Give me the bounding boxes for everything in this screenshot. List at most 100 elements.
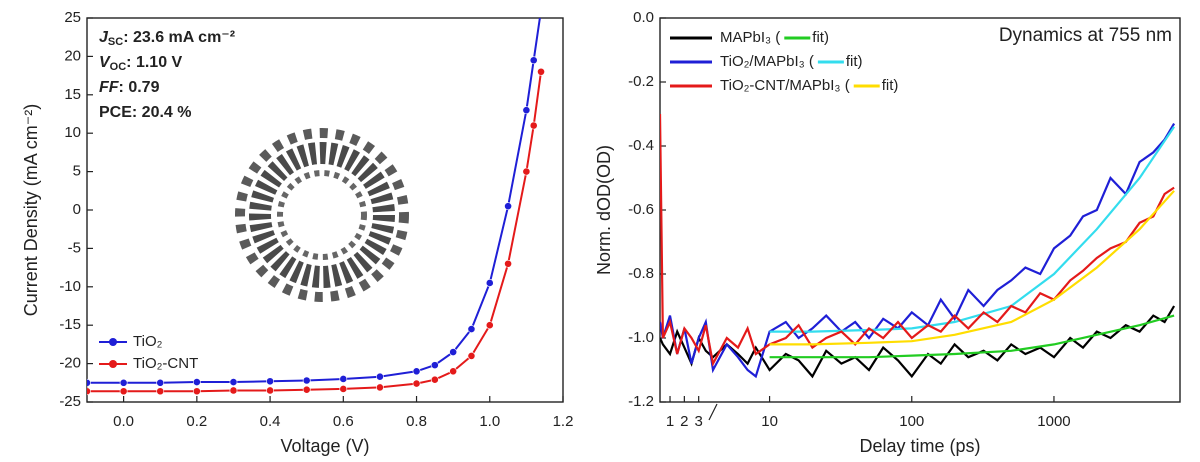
data-point [376, 383, 384, 392]
data-point [430, 375, 439, 384]
data-point [229, 386, 238, 395]
data-point [156, 378, 165, 387]
x-tick-label: 1 [666, 413, 674, 430]
chart-title: Dynamics at 755 nm [999, 25, 1172, 46]
y-tick-label: 10 [64, 124, 81, 141]
x-tick-label: 1.2 [553, 413, 574, 430]
series-line [87, 71, 542, 393]
legend-marker [109, 338, 117, 346]
y-tick-label: -0.8 [628, 265, 654, 282]
data-point [376, 372, 384, 381]
x-tick-label: 3 [695, 413, 703, 430]
data-point [339, 385, 348, 393]
legend-label: fit) [882, 77, 899, 94]
y-axis-label: Current Density (mA cm⁻²) [21, 104, 41, 317]
x-tick-label: 0.6 [333, 413, 354, 430]
x-tick-label: 0.4 [260, 413, 281, 430]
data-point [485, 279, 494, 287]
data-point [467, 352, 476, 360]
legend-label: TiO₂-CNT/MAPbI₃ ( [720, 77, 850, 94]
data-point [529, 121, 538, 130]
x-axis-label: Voltage (V) [280, 436, 369, 456]
annotation-text: : 1.10 V [126, 54, 182, 71]
data-point [302, 385, 311, 394]
plot-frame [86, 17, 564, 403]
annotation-text: : 0.79 [119, 79, 160, 96]
data-point [119, 387, 128, 396]
y-tick-label: -0.4 [628, 137, 654, 154]
data-point [412, 367, 421, 376]
annotation-text: : 23.6 mA cm⁻² [123, 29, 235, 46]
data-point [522, 167, 531, 176]
x-tick-label: 1000 [1037, 413, 1070, 430]
y-tick-label: -1.2 [628, 393, 654, 410]
y-tick-label: -15 [59, 316, 81, 333]
legend-label: MAPbI₃ ( [720, 29, 780, 46]
series-line [87, 18, 541, 384]
x-tick-label: 0.0 [113, 413, 134, 430]
plot-area [87, 7, 545, 396]
data-point [229, 378, 238, 386]
y-tick-label: 15 [64, 86, 81, 103]
legend-label: fit) [812, 29, 829, 46]
x-tick-label: 100 [899, 413, 924, 430]
y-tick-label: -0.6 [628, 201, 654, 218]
y-tick-label: -20 [59, 355, 81, 372]
data-point [529, 56, 538, 65]
annotation-symbol: J [99, 29, 109, 46]
y-tick-label: -10 [59, 278, 81, 295]
annotation-subscript: OC [110, 61, 127, 73]
series-line [660, 305, 1176, 379]
annotation: PCE: 20.4 % [99, 104, 191, 121]
data-point [412, 379, 421, 388]
series-line [769, 190, 1175, 346]
legend-label: TiO₂/MAPbI₃ ( [720, 53, 814, 70]
annotation-symbol: FF [99, 79, 120, 96]
data-point [430, 361, 439, 370]
y-tick-label: -0.2 [628, 73, 654, 90]
x-tick-label: 0.2 [186, 413, 207, 430]
series-line [769, 314, 1175, 359]
x-tick-label: 2 [680, 413, 688, 430]
annotation: FF: 0.79 [99, 79, 160, 96]
y-tick-label: 20 [64, 47, 81, 64]
data-point [485, 321, 494, 330]
series-line [769, 126, 1176, 333]
y-tick-label: -5 [68, 239, 81, 256]
data-point [537, 67, 545, 76]
annotation: VOC: 1.10 V [99, 54, 183, 73]
legend-label: fit) [846, 53, 863, 70]
y-tick-label: -25 [59, 393, 81, 410]
y-axis-label: Norm. dOD(OD) [594, 145, 614, 275]
x-tick-label: 10 [761, 413, 778, 430]
legend-label: TiO₂-CNT [133, 355, 198, 372]
series-line [660, 123, 1176, 379]
data-point [537, 7, 544, 14]
x-tick-label: 1.0 [479, 413, 500, 430]
annotation-subscript: SC [108, 36, 123, 48]
legend-label: TiO₂ [133, 333, 163, 350]
data-point [192, 378, 201, 386]
data-point [449, 348, 458, 356]
data-point [449, 367, 458, 376]
data-point [192, 387, 201, 396]
y-tick-label: 25 [64, 9, 81, 26]
series-line [660, 113, 1175, 367]
data-point [467, 325, 476, 333]
data-point [87, 378, 91, 387]
y-tick-label: 0.0 [633, 9, 654, 26]
data-point [156, 387, 165, 396]
data-point [266, 386, 274, 395]
annotation-text: PCE: 20.4 % [99, 104, 191, 121]
annotation-symbol: V [99, 54, 111, 71]
data-point [302, 376, 311, 385]
legend-marker [109, 360, 117, 368]
x-axis-label: Delay time (ps) [859, 436, 980, 456]
data-point [504, 202, 512, 211]
axis-break [708, 403, 718, 421]
y-tick-label: 5 [73, 163, 81, 180]
nanotube-illustration [235, 128, 409, 302]
data-point [266, 377, 274, 386]
data-point [504, 259, 512, 268]
